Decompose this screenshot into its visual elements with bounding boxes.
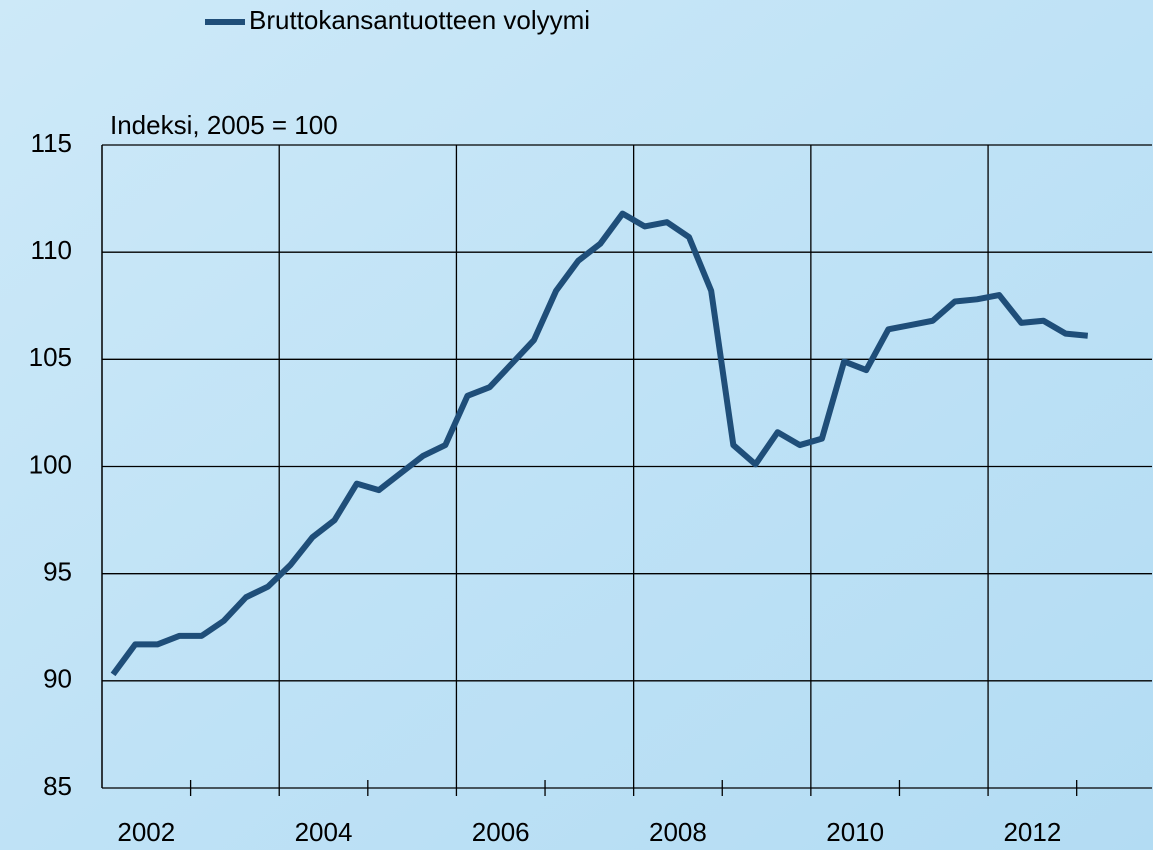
x-tick-label: 2002 bbox=[117, 817, 175, 847]
y-axis-label: Indeksi, 2005 = 100 bbox=[110, 110, 338, 140]
x-tick-label: 2010 bbox=[826, 817, 884, 847]
y-tick-label: 115 bbox=[31, 128, 72, 158]
x-tick-label: 2006 bbox=[472, 817, 530, 847]
x-tick-label: 2004 bbox=[295, 817, 353, 847]
y-tick-label: 90 bbox=[43, 664, 72, 694]
y-tick-label: 110 bbox=[31, 235, 72, 265]
x-tick-label: 2012 bbox=[1003, 817, 1061, 847]
y-tick-label: 85 bbox=[43, 771, 72, 801]
y-tick-label: 100 bbox=[29, 449, 72, 479]
chart: Indeksi, 2005 = 100 85 90 95 100 105 110 115 20… bbox=[0, 0, 1153, 850]
legend-label: Bruttokansantuotteen volyymi bbox=[249, 5, 590, 35]
y-tick-label: 105 bbox=[29, 342, 72, 372]
x-tick-label: 2008 bbox=[649, 817, 707, 847]
y-tick-label: 95 bbox=[43, 557, 72, 587]
